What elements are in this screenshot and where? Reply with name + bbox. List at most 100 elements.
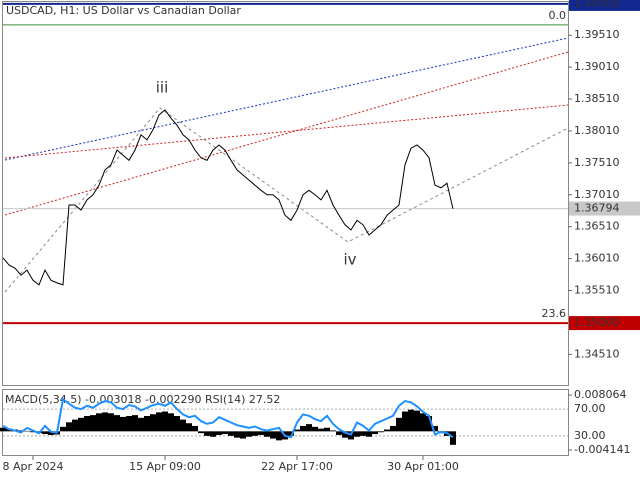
macd-bar	[336, 431, 342, 435]
macd-bar	[216, 431, 222, 435]
price-label: 1.35000	[574, 316, 620, 329]
macd-bar	[288, 431, 294, 436]
y-tick-label: 0.008064	[574, 388, 627, 401]
macd-bar	[78, 417, 84, 432]
y-tick-label: 1.38010	[574, 124, 620, 137]
macd-bar	[408, 409, 414, 432]
macd-bar	[120, 416, 126, 432]
macd-bar	[60, 426, 66, 432]
wave-line	[4, 107, 569, 293]
macd-bar	[90, 415, 96, 432]
macd-bar	[162, 411, 168, 432]
y-tick-label: 1.36510	[574, 220, 620, 233]
chart-title: USDCAD, H1: US Dollar vs Canadian Dollar	[6, 4, 241, 17]
x-tick-label: 15 Apr 09:00	[129, 460, 201, 473]
trend-line	[4, 37, 569, 161]
rsi-line	[2, 397, 454, 439]
macd-bar	[132, 415, 138, 432]
macd-bar	[312, 426, 318, 432]
macd-bar	[144, 416, 150, 432]
y-tick-label: 1.39010	[574, 60, 620, 73]
macd-bar	[42, 431, 48, 435]
price-label-box	[569, 201, 640, 216]
macd-bar	[138, 417, 144, 432]
macd-bar	[378, 431, 384, 433]
macd-bar	[66, 422, 72, 432]
macd-bar	[234, 431, 240, 438]
macd-bar	[174, 416, 180, 432]
macd-bar	[0, 427, 6, 432]
macd-bar	[396, 417, 402, 432]
macd-bar	[126, 416, 132, 432]
macd-bar	[258, 431, 264, 435]
macd-bar	[48, 431, 54, 435]
wave-label: iv	[343, 251, 356, 269]
x-tick-label: 8 Apr 2024	[2, 460, 63, 473]
macd-bar	[228, 431, 234, 436]
y-tick-label: 1.36010	[574, 252, 620, 265]
macd-bar	[186, 423, 192, 432]
macd-bar	[366, 431, 372, 437]
y-tick-label: 1.37510	[574, 156, 620, 169]
macd-bar	[402, 411, 408, 432]
x-tick-label: 30 Apr 01:00	[387, 460, 459, 473]
macd-bar	[18, 430, 24, 432]
price-label-box	[569, 316, 640, 331]
macd-bar	[384, 429, 390, 432]
macd-bar	[420, 413, 426, 432]
macd-bar	[96, 413, 102, 432]
y-tick-label: 1.35510	[574, 284, 620, 297]
macd-bar	[426, 416, 432, 432]
y-tick-label: 1.38510	[574, 92, 620, 105]
macd-bar	[150, 414, 156, 432]
macd-bar	[72, 419, 78, 432]
macd-bar	[108, 413, 114, 432]
macd-bar	[252, 431, 258, 436]
macd-bar	[360, 431, 366, 436]
indicator-pane	[2, 389, 569, 456]
macd-bar	[114, 415, 120, 432]
macd-bar	[198, 431, 204, 434]
macd-bar	[342, 431, 348, 438]
macd-bar	[324, 427, 330, 432]
macd-bar	[102, 412, 108, 432]
macd-bar	[84, 416, 90, 432]
macd-bar	[318, 428, 324, 432]
wave-label: iii	[156, 79, 169, 97]
macd-bar	[222, 431, 228, 435]
macd-bar	[204, 431, 210, 436]
macd-bar	[390, 425, 396, 432]
price-label: 1.36794	[574, 202, 620, 215]
y2-tick-label: 70.00	[574, 402, 606, 415]
macd-bar	[30, 431, 36, 433]
macd-bar	[192, 425, 198, 432]
macd-bar	[270, 431, 276, 439]
macd-bar	[294, 429, 300, 432]
indicator-title: MACD(5,34,5) -0.003018 -0.002290 RSI(14)…	[5, 393, 280, 406]
macd-bar	[24, 430, 30, 432]
fib-label: 23.6	[542, 307, 567, 320]
macd-bar	[372, 431, 378, 435]
price-label: 1.40000	[574, 0, 620, 10]
macd-bar	[276, 431, 282, 441]
macd-bar	[210, 431, 216, 437]
y2-tick-label: 30.00	[574, 429, 606, 442]
price-label-box	[569, 0, 640, 11]
macd-bar	[330, 430, 336, 432]
macd-bar	[354, 431, 360, 437]
price-pane	[2, 1, 569, 386]
macd-bar	[240, 431, 246, 439]
y-tick-label: 1.37010	[574, 188, 620, 201]
macd-bar	[156, 412, 162, 432]
macd-bar	[414, 410, 420, 432]
y-tick-label: 1.39510	[574, 28, 620, 41]
macd-bar	[306, 424, 312, 432]
macd-bar	[432, 425, 438, 432]
y-tick-label: 1.34510	[574, 347, 620, 360]
macd-bar	[168, 413, 174, 432]
y-tick-label: -0.004141	[574, 443, 630, 456]
fib-label: 0.0	[549, 9, 567, 22]
